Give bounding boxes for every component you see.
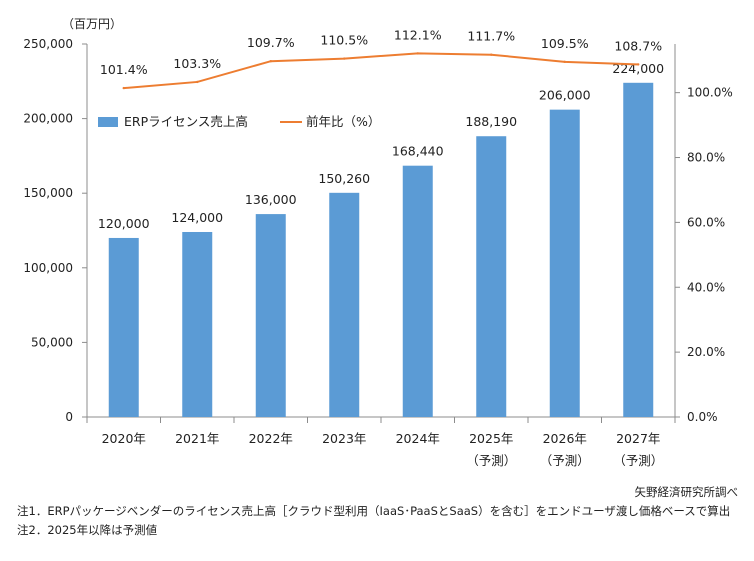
legend-line-label: 前年比（%） <box>306 114 380 129</box>
right-tick-label: 0.0% <box>687 410 718 424</box>
right-tick-label: 60.0% <box>687 215 725 229</box>
line-value-labels: 101.4% 103.3% 109.7% 110.5% 112.1% 111.7% 109.… <box>100 27 662 77</box>
bar-value-label: 120,000 <box>98 216 150 231</box>
right-tick-label: 80.0% <box>687 151 725 165</box>
y-axis-unit-label: （百万円） <box>62 17 122 31</box>
x-tick-label: 2026年 <box>543 431 587 446</box>
left-tick-label: 200,000 <box>23 112 73 126</box>
right-tick-label: 20.0% <box>687 345 725 359</box>
chart: 0 50,000 100,000 150,000 200,000 250,000 0.0%… <box>23 17 733 468</box>
line-value-label: 109.5% <box>541 36 589 51</box>
bar <box>255 214 286 417</box>
bar <box>108 237 139 417</box>
line-value-label: 111.7% <box>467 29 515 44</box>
right-axis: 0.0% 20.0% 40.0% 60.0% 80.0% 100.0% <box>675 86 733 424</box>
yoy-line <box>123 52 639 90</box>
line-point <box>196 80 199 84</box>
line-series <box>122 52 640 90</box>
x-tick-label: 2020年 <box>102 431 146 446</box>
line-value-label: 101.4% <box>100 62 148 77</box>
source-credit: 矢野経済研究所調べ <box>634 485 739 499</box>
bar <box>549 109 580 417</box>
bar-value-label: 150,260 <box>318 171 370 186</box>
line-value-label: 109.7% <box>247 35 295 50</box>
bar-value-label: 206,000 <box>539 88 591 103</box>
line-point <box>637 63 640 66</box>
bar-value-label: 168,440 <box>392 144 444 159</box>
bar <box>476 136 507 417</box>
line-point <box>416 52 419 55</box>
line-value-label: 112.1% <box>394 27 442 42</box>
bar-series <box>108 82 654 418</box>
left-tick-label: 250,000 <box>23 37 73 51</box>
line-value-label: 110.5% <box>320 33 368 48</box>
x-tick-label: 2027年 <box>616 431 660 446</box>
x-tick-label: 2023年 <box>322 431 366 446</box>
bar <box>329 192 360 417</box>
right-tick-label: 100.0% <box>687 86 733 100</box>
line-value-label: 103.3% <box>173 56 221 71</box>
left-tick-label: 0 <box>65 410 73 424</box>
x-tick-label: 2021年 <box>175 431 219 446</box>
x-tick-label: 2022年 <box>249 431 293 446</box>
bar <box>402 165 433 417</box>
line-point <box>269 59 272 63</box>
line-value-label: 108.7% <box>614 38 662 53</box>
x-tick-sublabel: （予測） <box>613 453 663 468</box>
line-point <box>490 53 493 56</box>
x-tick-label: 2025年 <box>469 431 513 446</box>
legend-bar-swatch <box>98 117 118 127</box>
bar-value-label: 124,000 <box>171 210 223 225</box>
left-tick-label: 100,000 <box>23 261 73 275</box>
left-tick-label: 150,000 <box>23 186 73 200</box>
legend-bar-label: ERPライセンス売上高 <box>124 114 248 129</box>
x-axis: 2020年 2021年 2022年 2023年 2024年 2025年 （予測） 2026年 （… <box>86 417 676 468</box>
note-1: 注1．ERPパッケージベンダーのライセンス売上高［クラウド型利用（IaaS･Pa… <box>17 504 731 518</box>
line-point <box>563 60 566 64</box>
x-tick-label: 2024年 <box>396 431 440 446</box>
note-2: 注2．2025年以降は予測値 <box>17 523 158 537</box>
bar-value-labels: 120,000 124,000 136,000 150,260 168,440 188,1… <box>98 61 664 231</box>
bar-value-label: 188,190 <box>465 114 517 129</box>
right-tick-label: 40.0% <box>687 280 725 294</box>
bar-value-label: 136,000 <box>245 192 297 207</box>
bar <box>623 82 654 418</box>
left-tick-label: 50,000 <box>31 335 73 349</box>
x-tick-sublabel: （予測） <box>540 453 590 468</box>
line-point <box>343 57 346 60</box>
bar <box>182 231 213 417</box>
x-tick-sublabel: （予測） <box>466 453 516 468</box>
legend: ERPライセンス売上高 前年比（%） <box>98 114 380 129</box>
line-point <box>122 86 125 90</box>
left-axis: 0 50,000 100,000 150,000 200,000 250,000 <box>23 37 87 424</box>
